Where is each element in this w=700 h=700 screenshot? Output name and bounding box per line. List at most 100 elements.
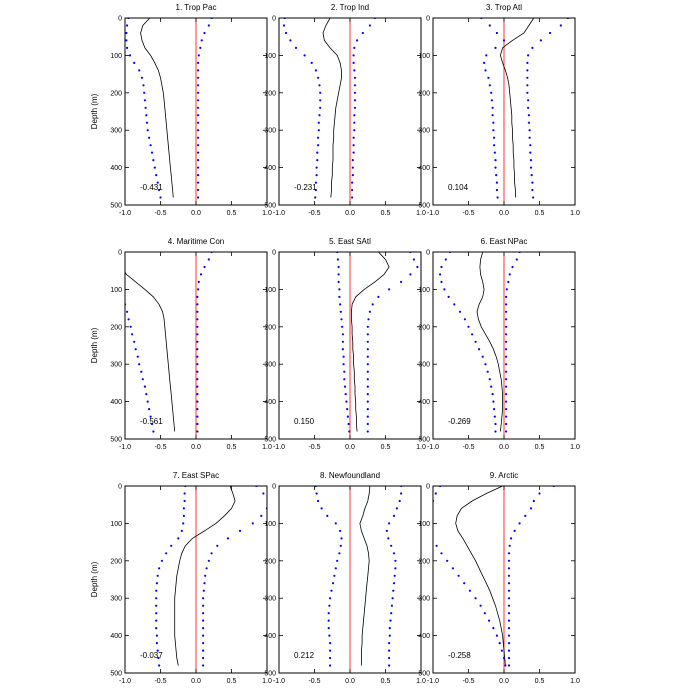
upper-bound-point <box>507 649 511 652</box>
upper-bound-point <box>196 355 199 358</box>
lower-bound-point <box>343 385 347 388</box>
y-tick-label: 300 <box>110 128 122 135</box>
upper-bound-point <box>197 76 200 79</box>
lower-bound-point <box>155 642 158 645</box>
x-tick-label: 0.5 <box>535 444 545 451</box>
upper-bound-point <box>539 39 543 42</box>
lower-bound-point <box>318 114 321 117</box>
x-tick-label: -1.0 <box>427 678 439 685</box>
lower-bound-point <box>327 627 330 630</box>
lower-bound-point <box>337 265 340 269</box>
upper-bound-point <box>507 664 511 667</box>
y-tick-label: 300 <box>264 128 276 135</box>
y-tick-label: 300 <box>418 362 430 369</box>
lower-bound-point <box>490 91 493 94</box>
upper-bound-point <box>390 604 393 607</box>
lower-bound-point <box>96 266 98 268</box>
y-tick-label: 400 <box>110 165 122 172</box>
lower-bound-point <box>155 612 158 615</box>
series-group <box>480 18 569 199</box>
correlation-value-label: 0.104 <box>448 183 469 192</box>
upper-bound-point <box>196 340 199 343</box>
lower-bound-point <box>155 174 158 177</box>
panel-9: 9. Arctic 0 100 200 300 400 500-1.0 -0.5 0.0 0.5 1… <box>418 471 580 685</box>
lower-bound-point <box>341 348 344 351</box>
upper-bound-point <box>366 333 369 336</box>
upper-bound-point <box>226 537 229 540</box>
lower-bound-point <box>443 288 446 291</box>
upper-bound-point <box>197 61 200 64</box>
lower-bound-point <box>329 597 332 600</box>
upper-bound-point <box>199 273 203 276</box>
upper-bound-point <box>262 492 265 495</box>
lower-bound-point <box>315 492 318 495</box>
y-tick-label: 400 <box>264 633 276 640</box>
upper-bound-point <box>351 174 354 177</box>
lower-bound-point <box>440 552 443 555</box>
upper-bound-point <box>202 597 205 600</box>
lower-bound-point <box>141 378 144 381</box>
y-tick-label: 500 <box>110 203 122 210</box>
lower-bound-point <box>148 136 151 139</box>
upper-bound-point <box>251 522 254 525</box>
lower-bound-point <box>327 612 330 615</box>
lower-bound-point <box>481 355 484 358</box>
lower-bound-point <box>493 408 496 411</box>
x-tick-label: 0.0 <box>499 444 509 451</box>
lower-bound-point <box>136 355 139 358</box>
upper-bound-point <box>559 24 562 27</box>
x-tick-label: -0.5 <box>154 444 166 451</box>
lower-bound-point <box>133 340 136 343</box>
lower-bound-point <box>315 174 318 177</box>
upper-bound-point <box>507 559 511 562</box>
upper-bound-point <box>203 582 206 585</box>
upper-bound-point <box>507 582 511 585</box>
lower-bound-point <box>314 69 317 72</box>
upper-bound-point <box>366 400 369 403</box>
lower-bound-point <box>494 46 497 50</box>
panel-7: 7. East SPac 0 100 200 300 400 500-1.0 -0.5 0.0 0… <box>90 471 272 685</box>
lower-bound-point <box>498 642 501 645</box>
lower-bound-point <box>341 333 344 336</box>
upper-bound-point <box>505 333 508 336</box>
x-tick-label: 0.0 <box>191 678 201 685</box>
x-tick-label: 1.0 <box>570 444 580 451</box>
upper-bound-point <box>353 46 356 50</box>
upper-bound-point <box>196 325 199 328</box>
lower-bound-point <box>339 544 342 547</box>
lower-bound-point <box>314 188 317 192</box>
correlation-line <box>125 271 176 432</box>
x-tick-label: 0.5 <box>227 444 237 451</box>
lower-bound-point <box>484 69 487 72</box>
upper-bound-point <box>416 265 419 269</box>
lower-bound-point <box>138 363 141 366</box>
y-tick-label: 100 <box>110 521 122 528</box>
lower-bound-point <box>495 174 498 177</box>
upper-bound-point <box>505 370 508 373</box>
lower-bound-point <box>282 24 286 27</box>
lower-bound-point <box>479 604 482 607</box>
upper-bound-point <box>388 634 391 637</box>
x-tick-label: 1.0 <box>262 210 272 217</box>
upper-bound-point <box>394 567 397 570</box>
y-tick-label: 0 <box>426 16 430 23</box>
upper-bound-point <box>238 529 242 533</box>
upper-bound-point <box>351 159 354 162</box>
lower-bound-point <box>495 31 498 35</box>
upper-bound-point <box>352 144 355 147</box>
x-tick-label: 0.5 <box>535 210 545 217</box>
x-tick-label: 0.0 <box>499 678 509 685</box>
upper-bound-point <box>196 348 199 351</box>
lower-bound-point <box>289 39 292 42</box>
panel-title: 6. East NPac <box>481 237 528 246</box>
x-tick-label: 0.5 <box>227 678 237 685</box>
y-tick-label: 200 <box>110 558 122 565</box>
lower-bound-point <box>146 129 149 132</box>
series-group <box>282 18 376 199</box>
lower-bound-point <box>155 627 158 630</box>
upper-bound-point <box>507 619 511 622</box>
upper-bound-point <box>538 492 541 495</box>
upper-bound-point <box>526 69 529 72</box>
x-tick-label: -0.5 <box>308 210 320 217</box>
upper-bound-point <box>388 642 391 645</box>
